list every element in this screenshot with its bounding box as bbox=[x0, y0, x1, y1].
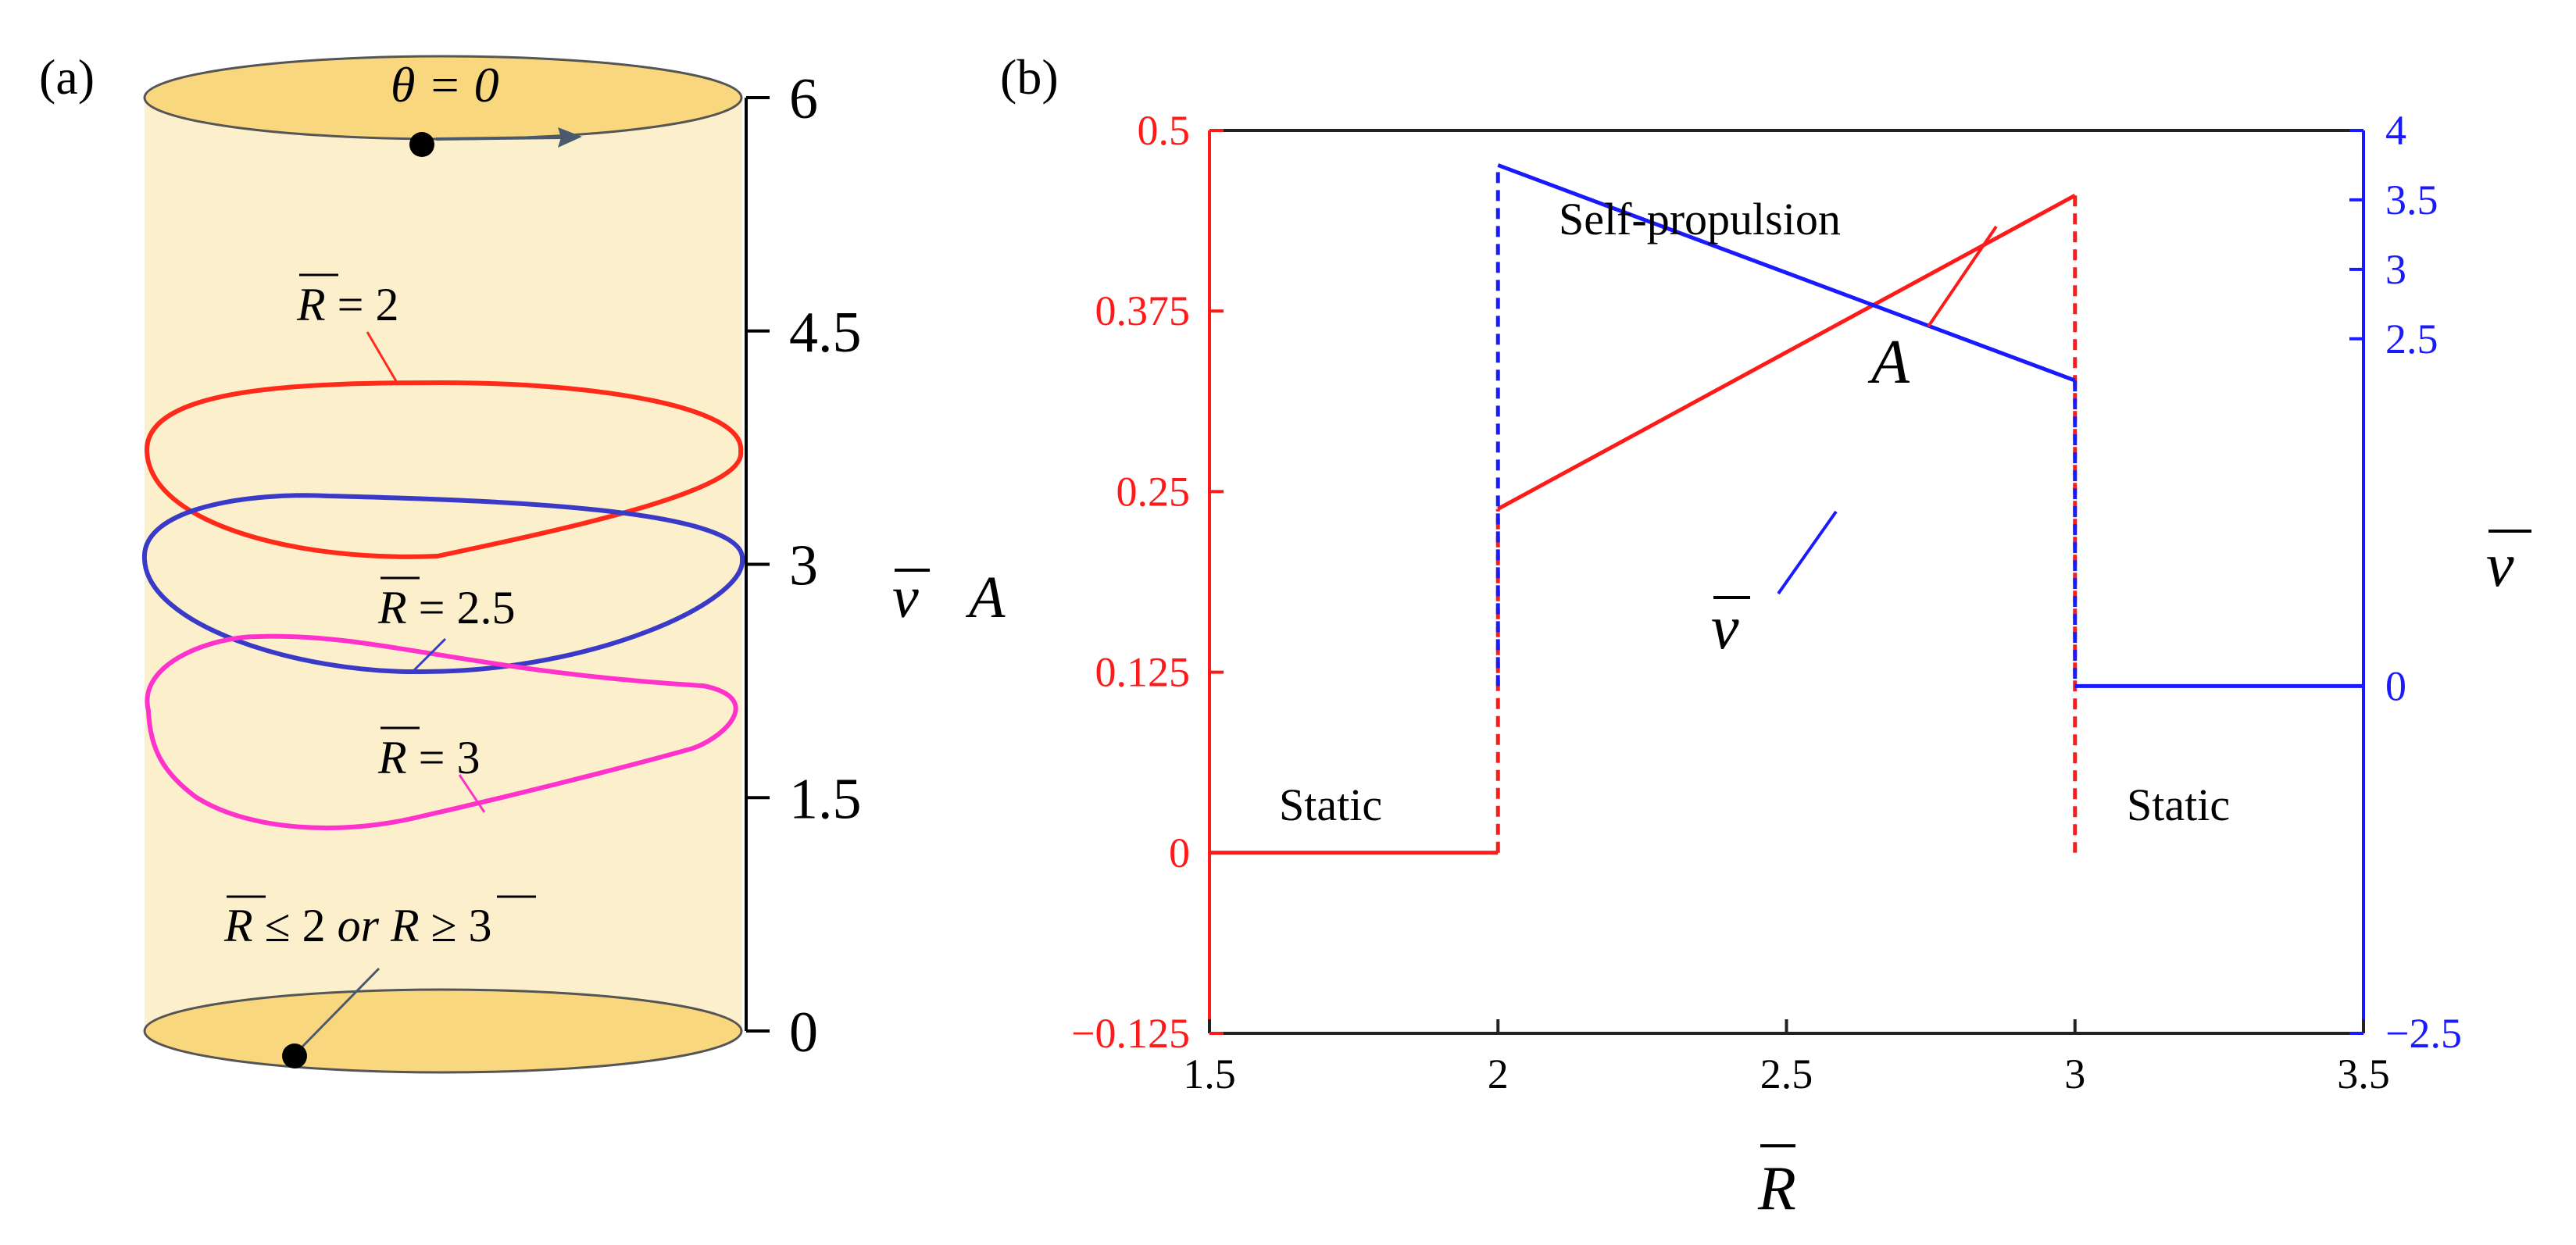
theta-arrow-shaft bbox=[435, 136, 563, 141]
loop-r2-leader bbox=[366, 331, 398, 382]
axis-label-a: A bbox=[965, 565, 1006, 630]
x-ticks: 1.5 2 2.5 3 3.5 bbox=[1183, 1019, 2390, 1097]
panel-a-tick-label: 4.5 bbox=[789, 301, 862, 365]
y-right-label: v bbox=[2486, 531, 2514, 600]
x-axis-label: R bbox=[1757, 1154, 1796, 1223]
y-right-tick-label: 4 bbox=[2385, 107, 2406, 154]
y-right-tick-label: −2.5 bbox=[2385, 1010, 2462, 1057]
y-left-tick-label: 0.375 bbox=[1095, 287, 1191, 334]
y-left-ticks: 0.5 0.375 0.25 0.125 0 −0.125 bbox=[1071, 107, 1224, 1057]
theta-arrow-icon bbox=[558, 127, 582, 148]
annotation-static-right: Static bbox=[2127, 779, 2230, 830]
y-left-tick-label: 0.25 bbox=[1117, 468, 1191, 515]
theta-marker bbox=[409, 132, 434, 157]
loop-r3-leader bbox=[458, 774, 486, 813]
annotation-self-propulsion: Self-propulsion bbox=[1559, 194, 1841, 244]
theta-label: θ = 0 bbox=[391, 57, 499, 112]
annotation-static-left: Static bbox=[1279, 779, 1382, 830]
loop-label-r3: R = 3 bbox=[377, 726, 481, 783]
series-v-leader bbox=[1777, 510, 1838, 595]
series-a-solid-segment bbox=[1497, 194, 2076, 511]
panel-a-tick-label: 0 bbox=[789, 1001, 818, 1065]
x-tick-label: 3 bbox=[2064, 1051, 2085, 1097]
panel-b-label: (b) bbox=[1000, 49, 1059, 105]
cylinder-bottom-cap bbox=[143, 988, 743, 1074]
series-a-leader bbox=[1927, 225, 1998, 328]
y-right-tick-label: 3 bbox=[2385, 246, 2406, 293]
cylinder-body bbox=[145, 98, 742, 1031]
y-left-tick-label: −0.125 bbox=[1071, 1010, 1190, 1057]
loop-label-r25: R = 2.5 bbox=[377, 576, 516, 633]
loop-r3 bbox=[145, 633, 738, 830]
series-label-v: v bbox=[1711, 594, 1739, 662]
svg-text:R ≤ 2 or R ≥ 3: R ≤ 2 or R ≥ 3 bbox=[223, 900, 492, 951]
bottom-note: R ≤ 2 or R ≥ 3 bbox=[223, 895, 536, 951]
loop-r25-leader bbox=[411, 637, 447, 673]
y-left-tick-label: 0.125 bbox=[1095, 649, 1191, 696]
series-v-solid-segment bbox=[1497, 163, 2076, 383]
y-right-ticks: 4 3.5 3 2.5 0 −2.5 bbox=[2349, 107, 2462, 1057]
svg-text:R = 3: R = 3 bbox=[377, 732, 481, 783]
axis-label-v: v bbox=[892, 565, 919, 630]
panel-a: (a) θ = 0 R = 2 R = 2.5 R = 3 bbox=[39, 49, 1006, 1074]
series-label-a: A bbox=[1867, 328, 1910, 397]
y-right-tick-label: 0 bbox=[2385, 662, 2406, 709]
panel-a-tick-label: 1.5 bbox=[789, 767, 862, 831]
panel-b: (b) 1.5 2 2.5 3 3.5 0.5 0.375 0.25 0.125 0 −0.125… bbox=[1000, 49, 2531, 1223]
panel-a-label: (a) bbox=[39, 49, 95, 105]
x-tick-label: 1.5 bbox=[1183, 1051, 1236, 1097]
bottom-marker bbox=[282, 1043, 307, 1068]
y-right-tick-label: 3.5 bbox=[2385, 177, 2438, 223]
x-tick-label: 3.5 bbox=[2337, 1051, 2390, 1097]
loop-r2 bbox=[144, 380, 744, 559]
y-left-tick-label: 0 bbox=[1169, 829, 1190, 876]
x-tick-label: 2.5 bbox=[1760, 1051, 1813, 1097]
panel-a-ticks: 6 4.5 3 1.5 0 bbox=[746, 67, 862, 1065]
panel-a-tick-label: 6 bbox=[789, 67, 818, 131]
loop-label-r2: R = 2 bbox=[296, 273, 399, 330]
series-layer bbox=[1209, 163, 2363, 855]
panel-a-tick-label: 3 bbox=[789, 534, 818, 598]
bottom-note-leader bbox=[301, 967, 381, 1048]
svg-text:R = 2: R = 2 bbox=[296, 279, 399, 330]
x-tick-label: 2 bbox=[1488, 1051, 1509, 1097]
y-left-tick-label: 0.5 bbox=[1138, 107, 1191, 154]
y-right-tick-label: 2.5 bbox=[2385, 316, 2438, 362]
loop-r25 bbox=[141, 493, 745, 675]
svg-text:R = 2.5: R = 2.5 bbox=[377, 582, 516, 633]
